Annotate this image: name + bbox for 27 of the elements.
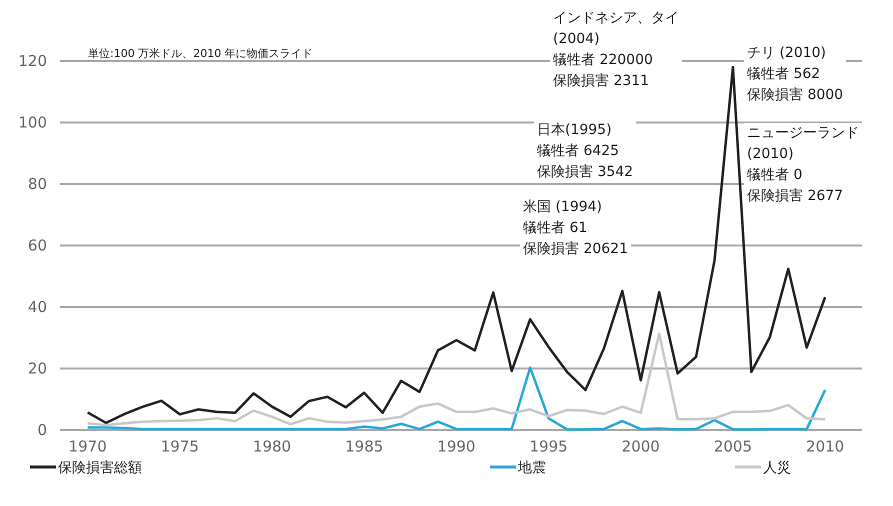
legend-label: 地震 (517, 460, 546, 476)
legend-label: 保険損害総額 (58, 460, 142, 476)
x-tick-label: 1985 (345, 438, 384, 456)
y-tick-label: 0 (37, 420, 47, 439)
y-tick-label: 120 (18, 52, 47, 70)
x-tick-label: 1990 (437, 438, 476, 456)
x-tick-label: 1975 (160, 438, 199, 456)
legend-label: 人災 (763, 460, 791, 476)
x-tick-label: 1980 (252, 438, 292, 456)
x-tick-label: 2010 (806, 438, 844, 456)
annotation: 日本(1995) 犠牲者 6425 保険損害 3542 (537, 122, 634, 180)
text: 単位:100 万米ドル、2010 年に物価スライド (88, 47, 313, 60)
annotation: ニュージーランド (2010) 犠牲者 0 保険損害 2677 (747, 125, 859, 204)
annotation: 米国 (1994) 犠牲者 61 保険損害 20621 (523, 199, 628, 257)
line-series (86, 366, 826, 431)
y-tick-label: 80 (28, 174, 47, 193)
annotation: チリ (2010) 犠牲者 562 保険損害 8000 (747, 45, 844, 103)
x-tick-label: 1995 (529, 438, 568, 456)
y-tick-label: 40 (28, 298, 47, 316)
y-tick-label: 100 (18, 113, 47, 132)
y-tick-label: 60 (28, 236, 47, 254)
annotation: インドネシア、タイ (2004) 犠牲者 220000 保険損害 2311 (553, 10, 679, 89)
line-series (86, 332, 826, 426)
x-tick-label: 1970 (68, 438, 107, 456)
x-tick-label: 2000 (622, 438, 660, 456)
x-tick-label: 2005 (714, 438, 752, 456)
y-tick-label: 20 (28, 359, 47, 378)
